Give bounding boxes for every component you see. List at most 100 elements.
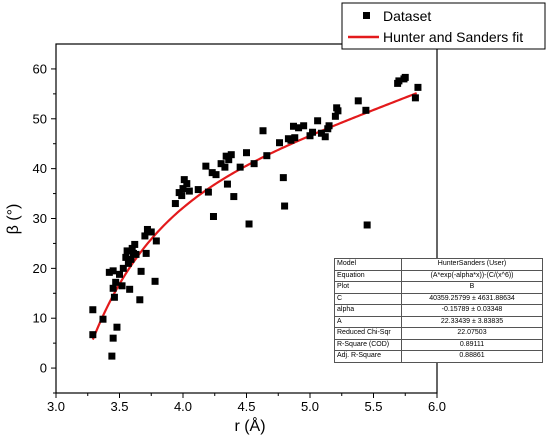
fit-table-row: C 40359.25799 ± 4631.88634 bbox=[334, 292, 543, 305]
data-point bbox=[89, 331, 97, 339]
data-point bbox=[227, 151, 235, 159]
data-point bbox=[180, 176, 188, 184]
data-point bbox=[212, 171, 220, 179]
fit-table-key: Adj. R-Square bbox=[334, 350, 402, 363]
legend-label-fit: Hunter and Sanders fit bbox=[383, 29, 523, 45]
data-point bbox=[171, 200, 179, 208]
data-point bbox=[289, 122, 297, 130]
data-point bbox=[401, 73, 409, 81]
data-point bbox=[136, 296, 144, 304]
data-point bbox=[185, 187, 193, 195]
fit-table-value: 22.33439 ± 3.83835 bbox=[401, 315, 543, 328]
fit-table-value: 0.88861 bbox=[401, 350, 543, 363]
legend-box bbox=[341, 2, 546, 50]
data-point bbox=[281, 202, 289, 210]
data-point bbox=[221, 163, 229, 171]
fit-table-key: Reduced Chi-Sqr bbox=[334, 327, 402, 340]
data-point bbox=[105, 268, 113, 276]
data-point bbox=[147, 228, 155, 236]
fit-table-key: alpha bbox=[334, 304, 402, 317]
fit-results-table: Model HunterSanders (User) Equation (A*exp(… bbox=[334, 258, 543, 363]
axes: 3.0 3.5 4.0 4.5 5.0 5.5 6.0 0 10 20 30 40 50 60 bbox=[33, 43, 446, 414]
data-point bbox=[108, 352, 116, 360]
x-tick-label: 5.0 bbox=[301, 399, 319, 414]
data-point bbox=[109, 267, 117, 275]
y-tick-label: 10 bbox=[33, 311, 47, 326]
data-point bbox=[131, 240, 139, 248]
fit-table-value: 40359.25799 ± 4631.88634 bbox=[401, 292, 543, 305]
data-point bbox=[321, 133, 329, 141]
x-axis-label: r (Å) bbox=[234, 416, 265, 435]
data-point bbox=[414, 83, 422, 91]
data-point bbox=[263, 152, 271, 160]
data-points-layer bbox=[89, 73, 422, 360]
data-point bbox=[279, 174, 287, 182]
data-point bbox=[363, 221, 371, 229]
data-point bbox=[354, 97, 362, 105]
data-point bbox=[223, 180, 231, 188]
x-tick-label: 3.0 bbox=[47, 399, 65, 414]
data-point bbox=[331, 112, 339, 120]
x-tick-label: 3.5 bbox=[110, 399, 128, 414]
x-tick-label: 4.0 bbox=[174, 399, 192, 414]
data-point bbox=[183, 180, 191, 188]
y-axis-label: β (°) bbox=[5, 204, 22, 235]
data-point bbox=[179, 185, 187, 193]
data-point bbox=[194, 186, 202, 194]
fit-table-row: Reduced Chi-Sqr 22.07503 bbox=[334, 327, 543, 340]
data-point bbox=[276, 139, 284, 147]
y-tick-label: 30 bbox=[33, 211, 47, 226]
data-point bbox=[291, 134, 299, 142]
data-point bbox=[124, 259, 132, 267]
data-point bbox=[314, 117, 322, 125]
data-point bbox=[204, 188, 212, 196]
fit-results-body: Model HunterSanders (User) Equation (A*exp(… bbox=[334, 258, 543, 363]
data-point bbox=[126, 285, 134, 293]
y-tick-label: 40 bbox=[33, 161, 47, 176]
data-point bbox=[334, 107, 342, 115]
fit-table-row: R-Square (COD) 0.89111 bbox=[334, 338, 543, 351]
data-point bbox=[202, 162, 210, 170]
fit-table-value: (A*exp(-alpha*x))-(C/(x^6)) bbox=[401, 269, 543, 282]
data-point bbox=[113, 323, 121, 331]
data-point bbox=[225, 156, 233, 164]
x-tick-label: 6.0 bbox=[428, 399, 446, 414]
data-point bbox=[243, 149, 250, 157]
data-point bbox=[127, 255, 135, 263]
data-point bbox=[411, 94, 419, 102]
data-point bbox=[362, 106, 370, 114]
data-point bbox=[119, 264, 127, 272]
data-point bbox=[122, 253, 130, 261]
data-point bbox=[317, 129, 325, 137]
fit-table-row: A 22.33439 ± 3.83835 bbox=[334, 315, 543, 328]
data-point bbox=[250, 160, 258, 168]
data-point bbox=[295, 124, 303, 132]
legend: Dataset Hunter and Sanders fit bbox=[341, 2, 546, 50]
data-point bbox=[300, 122, 308, 130]
fit-table-key: Model bbox=[334, 258, 402, 271]
fit-table-key: C bbox=[334, 292, 402, 305]
data-point bbox=[116, 270, 123, 278]
data-point bbox=[89, 306, 97, 314]
data-point bbox=[132, 250, 140, 258]
fit-table-key: R-Square (COD) bbox=[334, 338, 402, 351]
data-point bbox=[287, 136, 295, 144]
data-point bbox=[99, 315, 107, 323]
legend-label-dataset: Dataset bbox=[383, 8, 431, 24]
data-point bbox=[110, 293, 118, 301]
data-point bbox=[151, 277, 159, 285]
data-point bbox=[141, 232, 149, 240]
y-tick-label: 0 bbox=[40, 361, 47, 376]
data-point bbox=[128, 244, 136, 252]
data-point bbox=[109, 284, 117, 292]
fit-table-row: Equation (A*exp(-alpha*x))-(C/(x^6)) bbox=[334, 269, 543, 282]
data-point bbox=[230, 193, 238, 201]
legend-marker-dataset bbox=[363, 12, 370, 19]
y-tick-label: 50 bbox=[33, 111, 47, 126]
data-point bbox=[245, 220, 253, 228]
data-point bbox=[325, 122, 333, 130]
fit-table-row: Adj. R-Square 0.88861 bbox=[334, 350, 543, 363]
data-point bbox=[143, 225, 151, 233]
x-tick-label: 4.5 bbox=[237, 399, 255, 414]
y-tick-label: 20 bbox=[33, 261, 47, 276]
